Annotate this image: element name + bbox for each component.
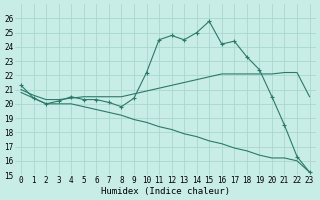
X-axis label: Humidex (Indice chaleur): Humidex (Indice chaleur) [101,187,230,196]
